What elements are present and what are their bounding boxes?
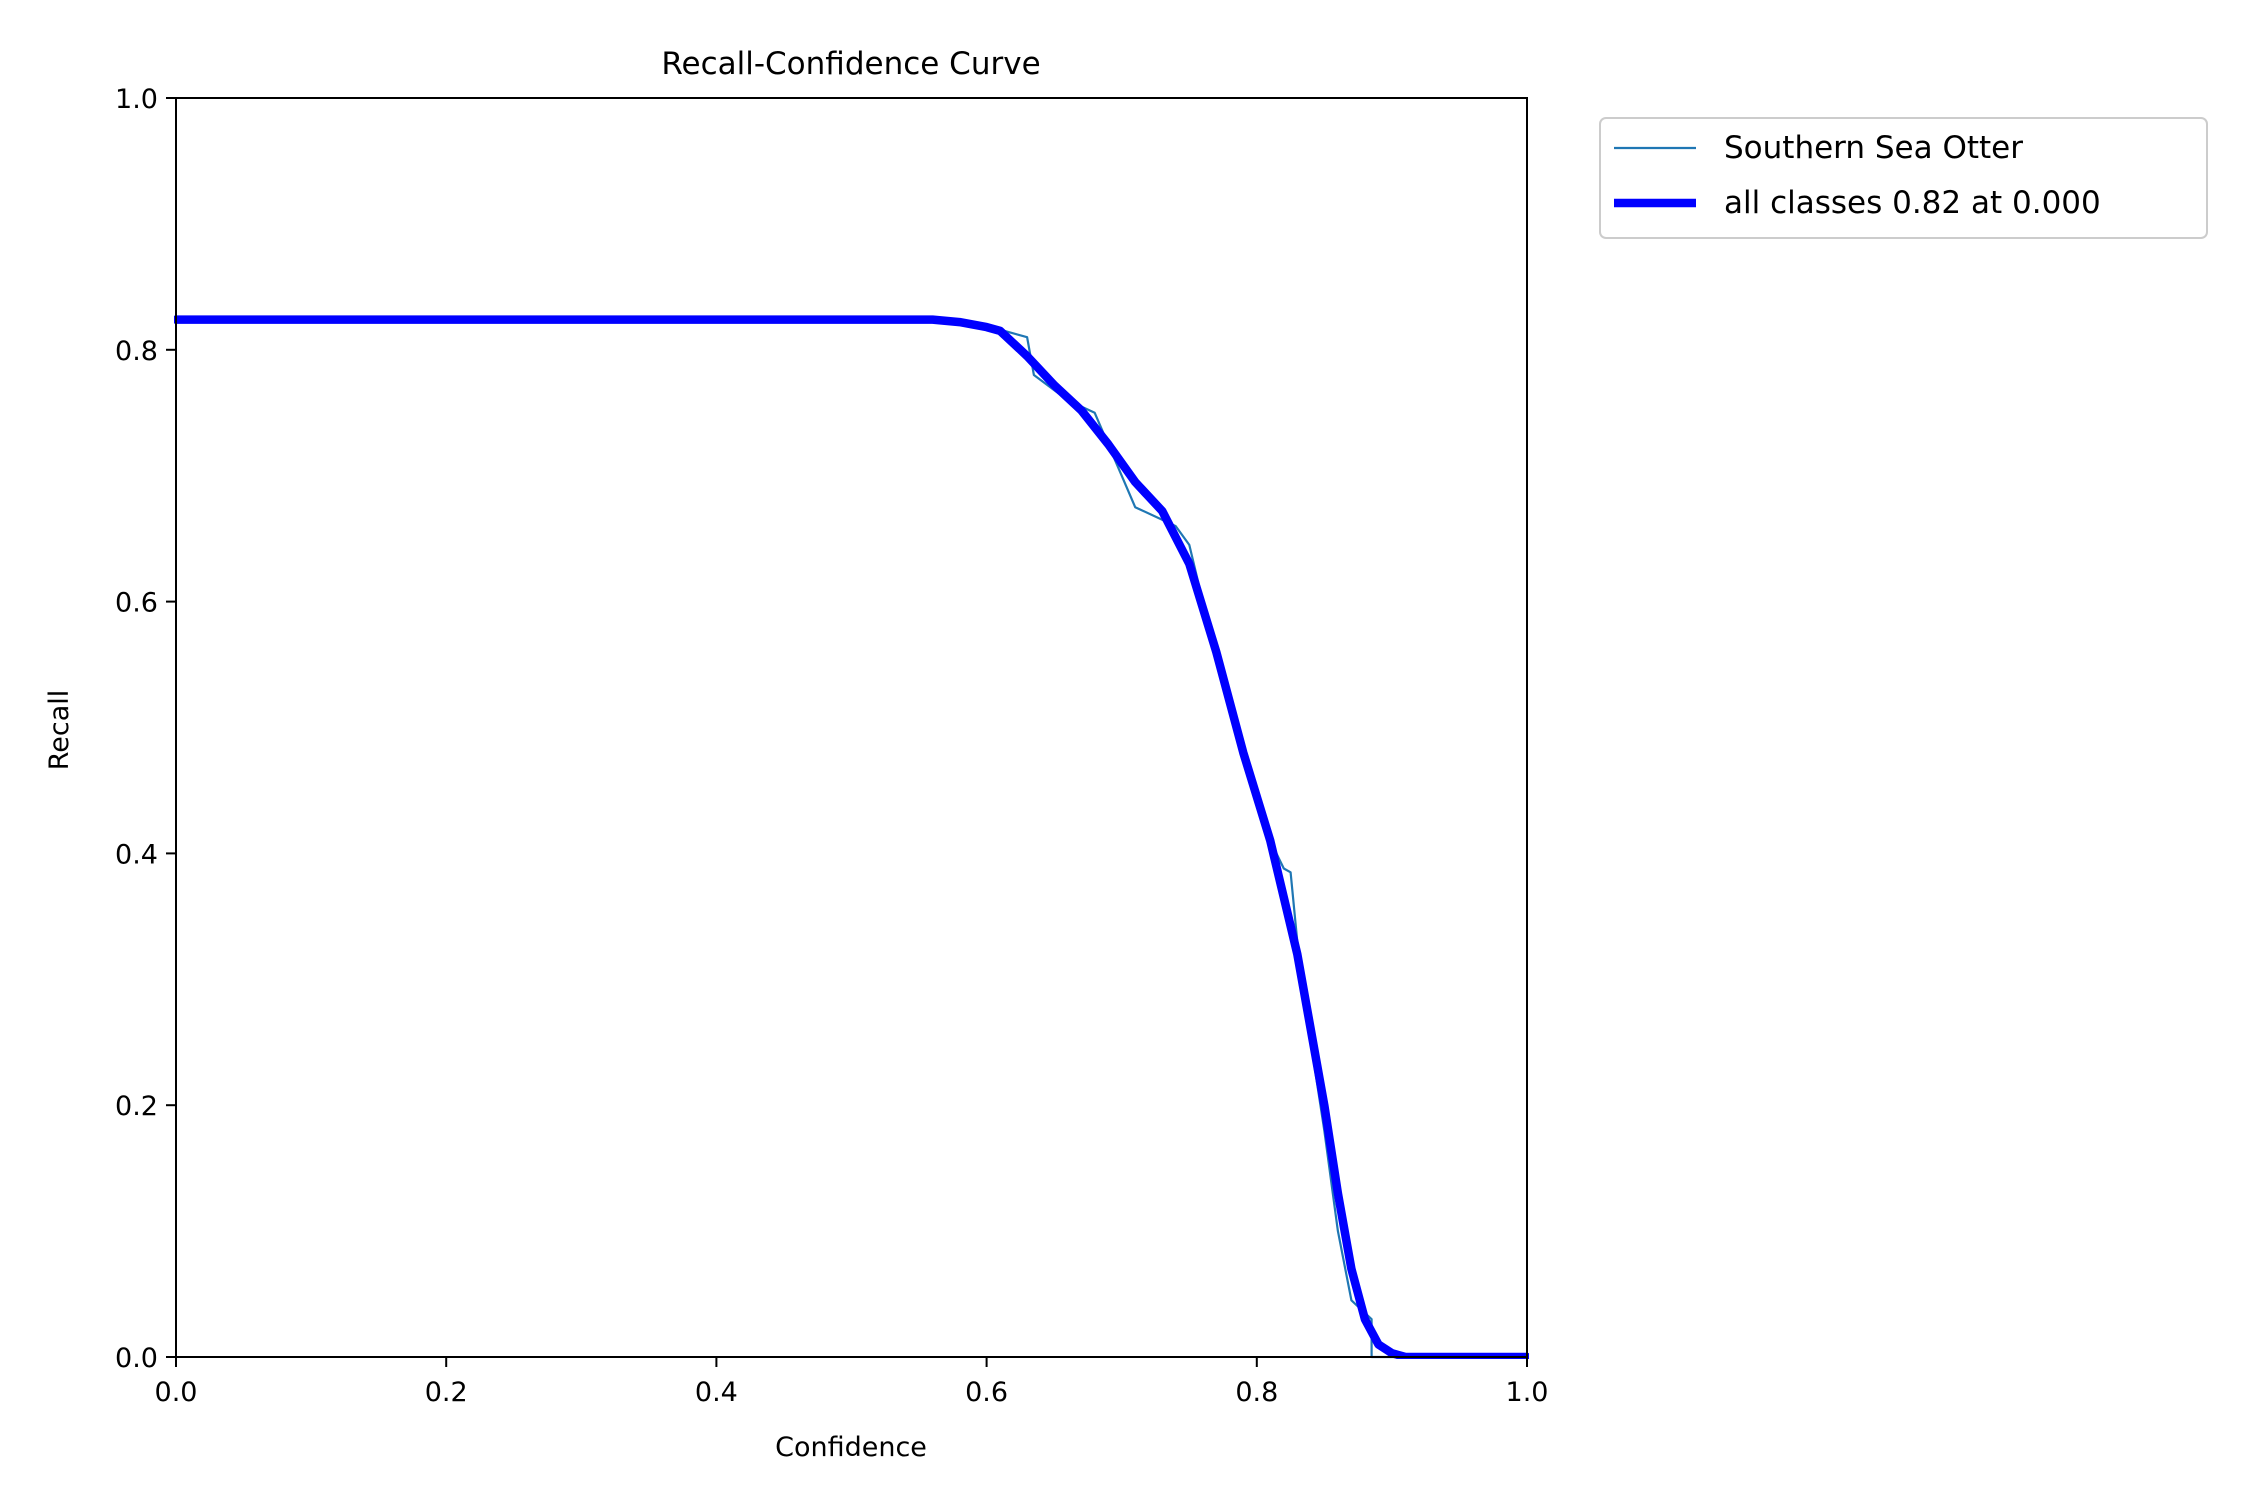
x-tick-label: 0.6: [965, 1377, 1008, 1408]
chart-title: Recall-Confidence Curve: [661, 46, 1040, 82]
series-line-2: [174, 315, 1529, 1359]
x-tick-label: 0.2: [425, 1377, 468, 1408]
plot-frame: [175, 97, 1528, 1358]
legend-label-1: Southern Sea Otter: [1724, 130, 2023, 166]
y-tick-label: 0.8: [115, 336, 158, 367]
x-tick-label: 0.4: [695, 1377, 738, 1408]
y-tick-label: 0.2: [115, 1091, 158, 1122]
x-tick-label: 1.0: [1506, 1377, 1549, 1408]
legend: Southern Sea Otter all classes 0.82 at 0.…: [1599, 117, 2208, 239]
legend-box: [1599, 117, 2208, 239]
x-tick-label: 0.8: [1235, 1377, 1278, 1408]
y-tick-label: 0.6: [115, 588, 158, 619]
series-group: [174, 315, 1529, 1359]
x-tick-label: 0.0: [155, 1377, 198, 1408]
y-tick-label: 0.4: [115, 839, 158, 870]
x-axis-label: Confidence: [775, 1432, 927, 1463]
plot-area: 0.0 0.2 0.4 0.6 0.8 1.0 0.0 0.2 0.4 0.6 0.8 1.0: [115, 84, 1548, 1408]
y-tick-label: 1.0: [115, 84, 158, 115]
y-tick-label: 0.0: [115, 1343, 158, 1374]
y-axis-label: Recall: [44, 690, 75, 771]
legend-label-2: all classes 0.82 at 0.000: [1724, 185, 2101, 221]
series-line-1: [174, 318, 1529, 1359]
